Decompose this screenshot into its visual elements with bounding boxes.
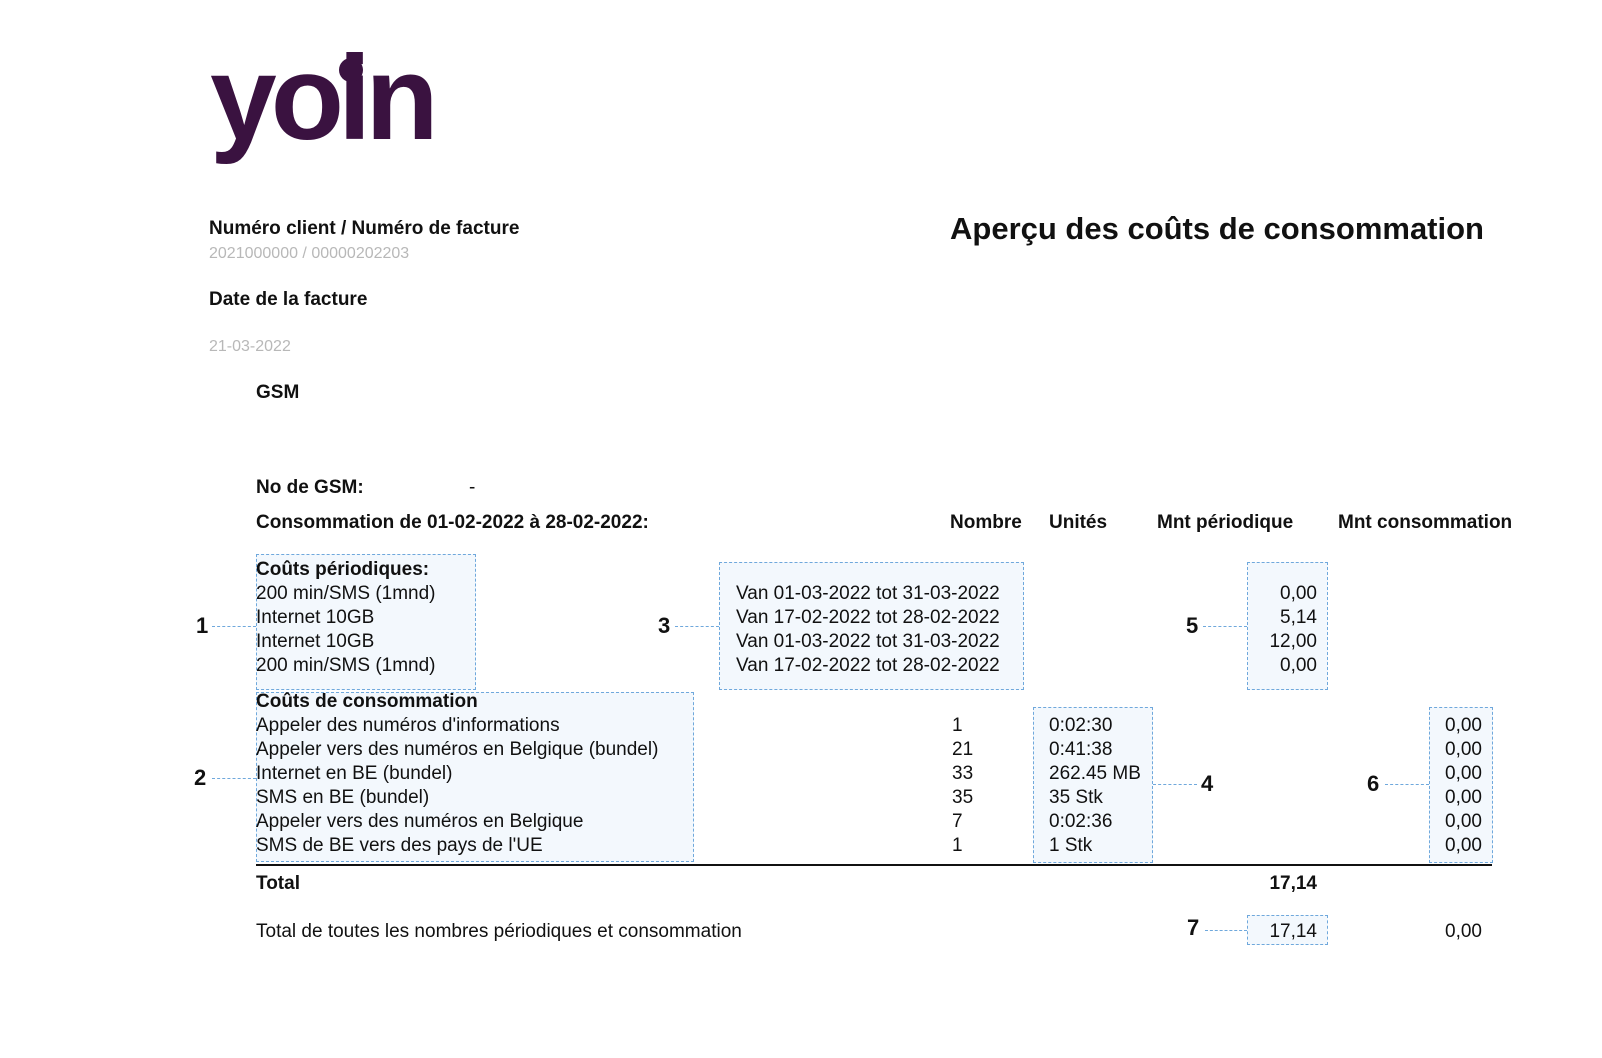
- gsm-number-label: No de GSM:: [256, 477, 364, 498]
- total-label: Total: [256, 873, 300, 894]
- column-header-unites: Unités: [1049, 512, 1108, 533]
- periodic-row-amount: 0,00: [1280, 583, 1317, 604]
- consumption-row-units: 0:41:38: [1049, 739, 1113, 760]
- invoice-date-value: 21-03-2022: [209, 338, 291, 355]
- consumption-row-count: 33: [952, 763, 974, 784]
- periodic-row-amount: 5,14: [1280, 607, 1317, 628]
- grand-total-label: Total de toutes les nombres périodiques …: [256, 921, 742, 942]
- highlight-box-7: [1247, 915, 1328, 945]
- consumption-row-count: 1: [952, 715, 963, 736]
- marker-5: 5: [1186, 613, 1199, 638]
- section-heading: GSM: [256, 382, 300, 403]
- periodic-row-label: Internet 10GB: [256, 631, 375, 652]
- marker-7: 7: [1187, 915, 1200, 940]
- leader-1: [212, 626, 256, 627]
- total-rule: [256, 864, 1492, 866]
- leader-5: [1203, 626, 1247, 627]
- marker-3: 3: [658, 613, 671, 638]
- gsm-number-value: -: [469, 477, 476, 498]
- grand-total-consumption: 0,00: [1445, 921, 1482, 942]
- consumption-row-count: 35: [952, 787, 974, 808]
- consumption-row-units: 0:02:36: [1049, 811, 1113, 832]
- invoice-date-label: Date de la facture: [209, 289, 368, 310]
- consumption-row-label: Internet en BE (bundel): [256, 763, 453, 784]
- highlight-box-1: [256, 554, 476, 690]
- consumption-row-label: Appeler vers des numéros en Belgique: [256, 811, 584, 832]
- highlight-box-4: [1033, 707, 1153, 863]
- periodic-row-amount: 0,00: [1280, 655, 1317, 676]
- column-header-nombre: Nombre: [950, 512, 1022, 533]
- marker-4: 4: [1201, 771, 1214, 796]
- consumption-row-label: Appeler vers des numéros en Belgique (bu…: [256, 739, 659, 760]
- consumption-heading: Coûts de consommation: [256, 691, 478, 712]
- marker-6: 6: [1367, 771, 1380, 796]
- consumption-row-amount: 0,00: [1445, 763, 1482, 784]
- consumption-row-amount: 0,00: [1445, 811, 1482, 832]
- consumption-period-label: Consommation de 01-02-2022 à 28-02-2022:: [256, 512, 649, 533]
- consumption-row-count: 21: [952, 739, 974, 760]
- consumption-row-label: Appeler des numéros d'informations: [256, 715, 560, 736]
- client-invoice-label: Numéro client / Numéro de facture: [209, 218, 520, 239]
- client-invoice-value: 2021000000 / 00000202203: [209, 245, 410, 262]
- highlight-box-6: [1429, 707, 1493, 863]
- leader-6: [1385, 784, 1429, 785]
- leader-3: [675, 626, 719, 627]
- leader-4: [1153, 784, 1197, 785]
- leader-7: [1205, 930, 1247, 931]
- periodic-row-amount: 12,00: [1269, 631, 1317, 652]
- consumption-row-amount: 0,00: [1445, 787, 1482, 808]
- consumption-row-count: 7: [952, 811, 963, 832]
- highlight-box-5: [1247, 562, 1328, 690]
- column-header-mnt-periodique: Mnt périodique: [1157, 512, 1294, 533]
- periodic-row-period: Van 01-03-2022 tot 31-03-2022: [736, 631, 1000, 652]
- leader-2: [212, 778, 256, 779]
- consumption-row-label: SMS en BE (bundel): [256, 787, 430, 808]
- periodic-heading: Coûts périodiques:: [256, 559, 430, 580]
- periodic-row-label: 200 min/SMS (1mnd): [256, 583, 436, 604]
- consumption-row-units: 35 Stk: [1049, 787, 1103, 808]
- periodic-row-label: Internet 10GB: [256, 607, 375, 628]
- periodic-row-period: Van 17-02-2022 tot 28-02-2022: [736, 607, 1000, 628]
- yoin-logo: yoin: [210, 31, 439, 165]
- consumption-row-units: 1 Stk: [1049, 835, 1093, 856]
- highlight-box-2: [256, 692, 694, 862]
- periodic-row-period: Van 17-02-2022 tot 28-02-2022: [736, 655, 1000, 676]
- periodic-row-label: 200 min/SMS (1mnd): [256, 655, 436, 676]
- column-header-mnt-consommation: Mnt consommation: [1338, 512, 1513, 533]
- consumption-row-count: 1: [952, 835, 963, 856]
- highlight-box-3: [719, 562, 1024, 690]
- grand-total-periodic: 17,14: [1269, 921, 1317, 942]
- logo-dot: [339, 58, 363, 82]
- consumption-row-amount: 0,00: [1445, 739, 1482, 760]
- total-periodic-amount: 17,14: [1269, 873, 1317, 894]
- periodic-row-period: Van 01-03-2022 tot 31-03-2022: [736, 583, 1000, 604]
- document-title: Aperçu des coûts de consommation: [950, 211, 1484, 246]
- marker-1: 1: [196, 613, 209, 638]
- consumption-row-amount: 0,00: [1445, 715, 1482, 736]
- consumption-row-units: 0:02:30: [1049, 715, 1113, 736]
- consumption-row-amount: 0,00: [1445, 835, 1482, 856]
- marker-2: 2: [194, 765, 207, 790]
- consumption-row-label: SMS de BE vers des pays de l'UE: [256, 835, 543, 856]
- consumption-row-units: 262.45 MB: [1049, 763, 1141, 784]
